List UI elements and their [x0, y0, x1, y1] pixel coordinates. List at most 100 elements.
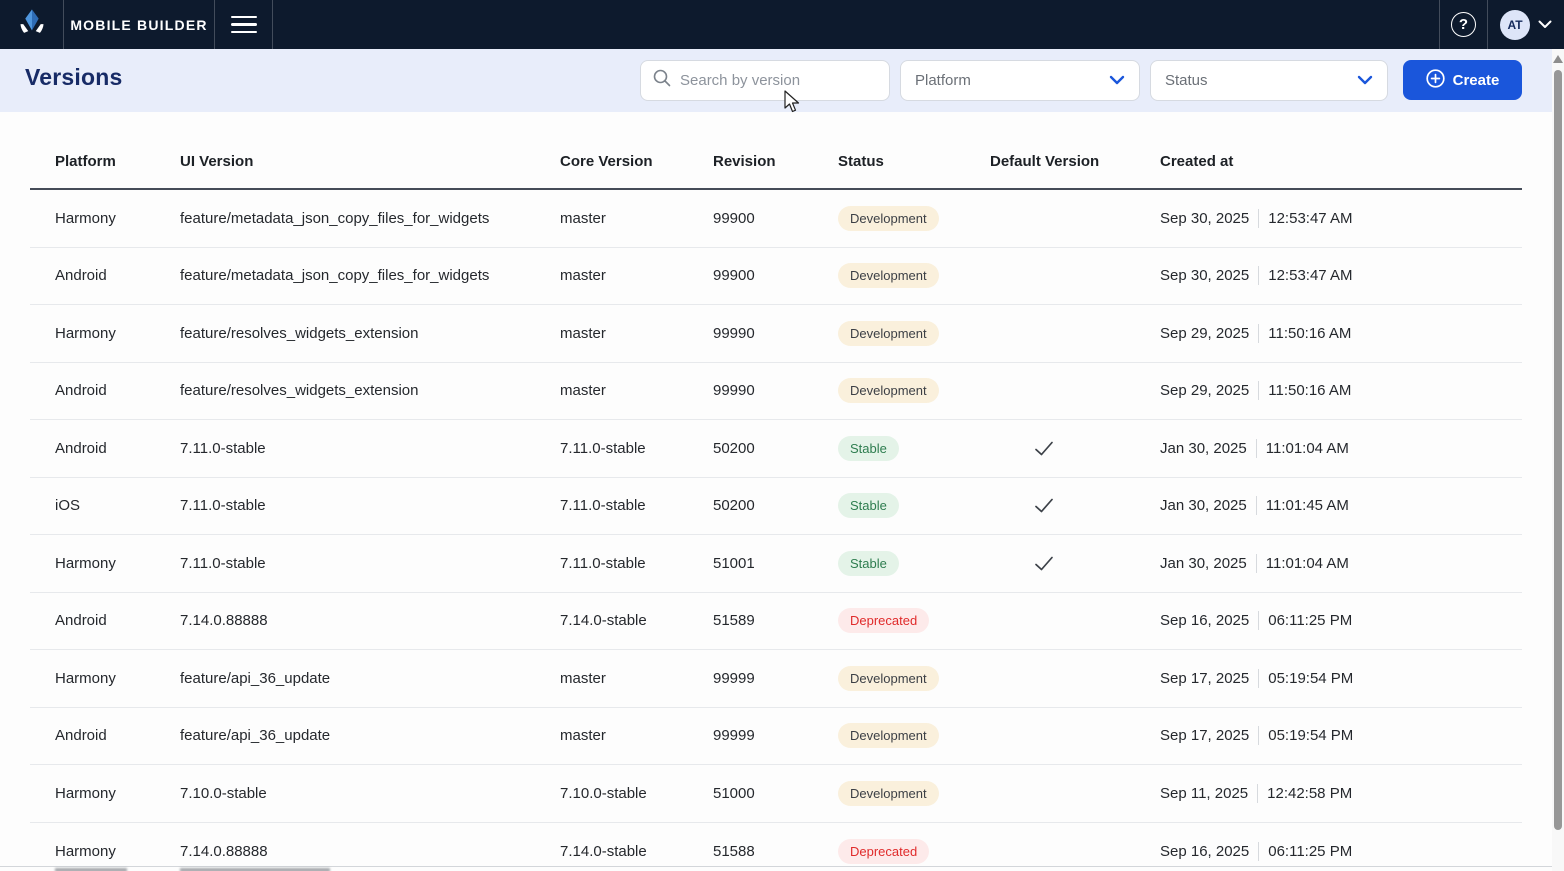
user-menu[interactable]: AT	[1488, 0, 1564, 49]
cell-core-version: 7.11.0-stable	[560, 554, 646, 572]
status-badge: Stable	[838, 435, 899, 461]
created-date: Jan 30, 2025	[1160, 497, 1247, 515]
table-row[interactable]: iOS 7.11.0-stable 7.11.0-stable 50200 St…	[30, 478, 1522, 535]
cell-status: Stable	[838, 550, 990, 576]
cell-core-version: master	[560, 669, 606, 687]
table-row[interactable]: Android feature/resolves_widgets_extensi…	[30, 363, 1522, 420]
table-row[interactable]: Harmony 7.11.0-stable 7.11.0-stable 5100…	[30, 535, 1522, 593]
cell-platform: Android	[55, 612, 107, 630]
created-time: 11:01:04 AM	[1265, 554, 1349, 572]
brand-title: MOBILE BUILDER	[70, 16, 208, 33]
table-row[interactable]: Harmony 7.10.0-stable 7.10.0-stable 5100…	[30, 765, 1522, 823]
cell-revision: 51589	[713, 612, 755, 630]
page-header: Versions Platform Status Create	[0, 49, 1552, 112]
table-row[interactable]: Harmony feature/api_36_update master 999…	[30, 650, 1522, 708]
app-logo[interactable]	[0, 0, 63, 49]
table-row[interactable]: Android feature/api_36_update master 999…	[30, 708, 1522, 765]
cell-created-at: Jan 30, 2025 11:01:45 AM	[1160, 496, 1522, 516]
menu-button[interactable]	[215, 0, 272, 49]
cell-core-version: master	[560, 267, 606, 285]
table-row[interactable]: Android feature/metadata_json_copy_files…	[30, 248, 1522, 305]
date-time-separator	[1258, 208, 1260, 228]
avatar: AT	[1500, 9, 1530, 40]
status-badge: Deprecated	[838, 838, 930, 864]
cell-core-version: 7.11.0-stable	[560, 439, 646, 457]
cell-status: Stable	[838, 435, 990, 461]
navbar-divider	[63, 0, 64, 49]
chevron-down-icon	[1357, 72, 1373, 90]
cell-platform: Harmony	[55, 324, 116, 342]
status-badge: Development	[838, 205, 939, 231]
cell-revision: 50200	[713, 497, 755, 515]
cell-ui-version: 7.11.0-stable	[180, 554, 266, 572]
date-time-separator	[1255, 553, 1257, 573]
created-date: Sep 30, 2025	[1160, 209, 1250, 227]
cell-created-at: Sep 17, 2025 05:19:54 PM	[1160, 726, 1522, 746]
cell-status: Deprecated	[838, 838, 990, 864]
status-badge: Deprecated	[838, 608, 930, 634]
cell-status: Development	[838, 205, 990, 231]
versions-table-area: Platform UI Version Core Version Revisio…	[0, 112, 1552, 871]
cell-ui-version: 7.10.0-stable	[180, 784, 267, 802]
cell-platform: Android	[55, 439, 107, 457]
page-title: Versions	[25, 64, 123, 90]
navbar-divider	[1439, 0, 1440, 49]
cell-created-at: Sep 30, 2025 12:53:47 AM	[1160, 266, 1522, 286]
versions-table: Platform UI Version Core Version Revisio…	[30, 112, 1522, 871]
vertical-scrollbar[interactable]	[1552, 49, 1564, 871]
cell-ui-version: 7.14.0.88888	[180, 842, 268, 860]
created-date: Sep 16, 2025	[1160, 842, 1250, 860]
brand-title-section[interactable]: MOBILE BUILDER	[64, 0, 214, 49]
cell-revision: 99999	[713, 727, 755, 745]
date-time-separator	[1258, 668, 1260, 688]
cell-revision: 99990	[713, 324, 755, 342]
table-row[interactable]: Android 7.14.0.88888 7.14.0-stable 51589…	[30, 593, 1522, 650]
platform-filter-select[interactable]: Platform	[900, 60, 1140, 101]
cell-created-at: Sep 16, 2025 06:11:25 PM	[1160, 611, 1522, 631]
status-filter-label: Status	[1165, 72, 1208, 89]
cell-ui-version: feature/api_36_update	[180, 669, 331, 687]
status-badge: Stable	[838, 493, 899, 519]
cell-ui-version: feature/resolves_widgets_extension	[180, 324, 419, 342]
status-badge: Development	[838, 378, 939, 404]
created-date: Sep 30, 2025	[1160, 267, 1250, 285]
status-badge: Development	[838, 263, 939, 289]
cell-ui-version: 7.11.0-stable	[180, 439, 266, 457]
date-time-separator	[1255, 496, 1257, 516]
platform-filter-label: Platform	[915, 72, 971, 89]
created-time: 06:11:25 PM	[1268, 612, 1353, 630]
cell-default-version	[990, 440, 1160, 457]
search-field[interactable]	[640, 60, 890, 101]
created-time: 11:01:04 AM	[1265, 439, 1349, 457]
date-time-separator	[1258, 323, 1260, 343]
create-button[interactable]: Create	[1403, 60, 1522, 100]
help-icon: ?	[1451, 12, 1476, 37]
cell-platform: Android	[55, 727, 107, 745]
scrollbar-up-arrow-icon[interactable]	[1553, 55, 1563, 63]
scrollbar-thumb[interactable]	[1554, 70, 1562, 830]
navbar-divider	[1487, 0, 1488, 49]
created-date: Sep 16, 2025	[1160, 612, 1250, 630]
table-row[interactable]: Harmony 7.14.0.88888 7.14.0-stable 51588…	[30, 823, 1522, 871]
status-filter-select[interactable]: Status	[1150, 60, 1388, 101]
cell-revision: 50200	[713, 439, 755, 457]
cell-default-version	[990, 555, 1160, 572]
column-header-created-at: Created at	[1160, 152, 1234, 170]
date-time-separator	[1258, 611, 1260, 631]
date-time-separator	[1255, 438, 1257, 458]
partially-visible-next-row	[0, 866, 1552, 871]
cell-core-version: 7.10.0-stable	[560, 784, 647, 802]
gem-logo-icon	[17, 7, 47, 42]
created-date: Jan 30, 2025	[1160, 554, 1247, 572]
cell-ui-version: 7.14.0.88888	[180, 612, 268, 630]
cell-created-at: Jan 30, 2025 11:01:04 AM	[1160, 438, 1522, 458]
table-row[interactable]: Harmony feature/metadata_json_copy_files…	[30, 190, 1522, 248]
search-input[interactable]	[680, 72, 879, 89]
cell-created-at: Sep 30, 2025 12:53:47 AM	[1160, 208, 1522, 228]
table-row[interactable]: Harmony feature/resolves_widgets_extensi…	[30, 305, 1522, 363]
help-button[interactable]: ?	[1440, 0, 1487, 49]
status-badge: Stable	[838, 550, 899, 576]
table-row[interactable]: Android 7.11.0-stable 7.11.0-stable 5020…	[30, 420, 1522, 478]
created-date: Sep 17, 2025	[1160, 669, 1250, 687]
cell-default-version	[990, 670, 1160, 687]
